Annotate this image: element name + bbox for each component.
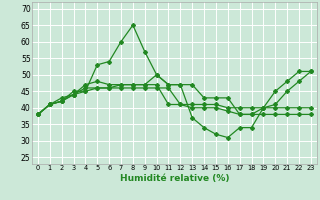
X-axis label: Humidité relative (%): Humidité relative (%) [120,174,229,183]
